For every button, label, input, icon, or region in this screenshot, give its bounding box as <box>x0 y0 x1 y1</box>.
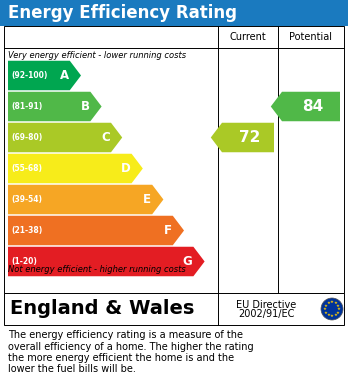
Text: ★: ★ <box>326 313 331 317</box>
Bar <box>4 293 344 325</box>
Text: Very energy efficient - lower running costs: Very energy efficient - lower running co… <box>8 50 186 59</box>
Text: ★: ★ <box>337 307 341 311</box>
Text: (55-68): (55-68) <box>11 164 42 173</box>
Text: (92-100): (92-100) <box>11 71 47 80</box>
Polygon shape <box>8 154 143 183</box>
Text: D: D <box>121 162 130 175</box>
Polygon shape <box>8 61 81 90</box>
Polygon shape <box>8 247 205 276</box>
Text: ★: ★ <box>330 300 334 304</box>
Text: Current: Current <box>230 32 266 42</box>
Text: (69-80): (69-80) <box>11 133 42 142</box>
Polygon shape <box>271 92 340 121</box>
Text: EU Directive: EU Directive <box>236 300 296 310</box>
Text: (1-20): (1-20) <box>11 257 37 266</box>
Bar <box>0 0 348 26</box>
Text: E: E <box>143 193 151 206</box>
Text: (81-91): (81-91) <box>11 102 42 111</box>
Text: ★: ★ <box>323 307 327 311</box>
Text: ★: ★ <box>334 301 338 305</box>
Text: ★: ★ <box>334 313 338 317</box>
Text: 72: 72 <box>239 130 261 145</box>
Polygon shape <box>8 185 164 214</box>
Text: (21-38): (21-38) <box>11 226 42 235</box>
Text: overall efficiency of a home. The higher the rating: overall efficiency of a home. The higher… <box>8 341 254 352</box>
Polygon shape <box>8 216 184 245</box>
Text: 2002/91/EC: 2002/91/EC <box>238 309 295 319</box>
Polygon shape <box>211 123 274 152</box>
Text: Energy Efficiency Rating: Energy Efficiency Rating <box>8 4 237 22</box>
Polygon shape <box>8 123 122 152</box>
Text: England & Wales: England & Wales <box>10 300 195 319</box>
Text: lower the fuel bills will be.: lower the fuel bills will be. <box>8 364 136 375</box>
Text: A: A <box>60 69 69 82</box>
Text: ★: ★ <box>336 303 340 307</box>
Text: B: B <box>80 100 89 113</box>
Text: ★: ★ <box>336 310 340 314</box>
Text: ★: ★ <box>326 301 331 305</box>
Text: the more energy efficient the home is and the: the more energy efficient the home is an… <box>8 353 234 363</box>
Text: ★: ★ <box>324 303 328 307</box>
Text: Not energy efficient - higher running costs: Not energy efficient - higher running co… <box>8 265 186 274</box>
Bar <box>4 26 344 293</box>
Text: The energy efficiency rating is a measure of the: The energy efficiency rating is a measur… <box>8 330 243 340</box>
Text: G: G <box>183 255 192 268</box>
Text: ★: ★ <box>324 310 328 314</box>
Circle shape <box>321 298 343 320</box>
Text: F: F <box>164 224 172 237</box>
Text: C: C <box>101 131 110 144</box>
Text: (39-54): (39-54) <box>11 195 42 204</box>
Text: 84: 84 <box>302 99 324 114</box>
Polygon shape <box>8 92 102 121</box>
Text: ★: ★ <box>330 314 334 318</box>
Text: Potential: Potential <box>290 32 332 42</box>
